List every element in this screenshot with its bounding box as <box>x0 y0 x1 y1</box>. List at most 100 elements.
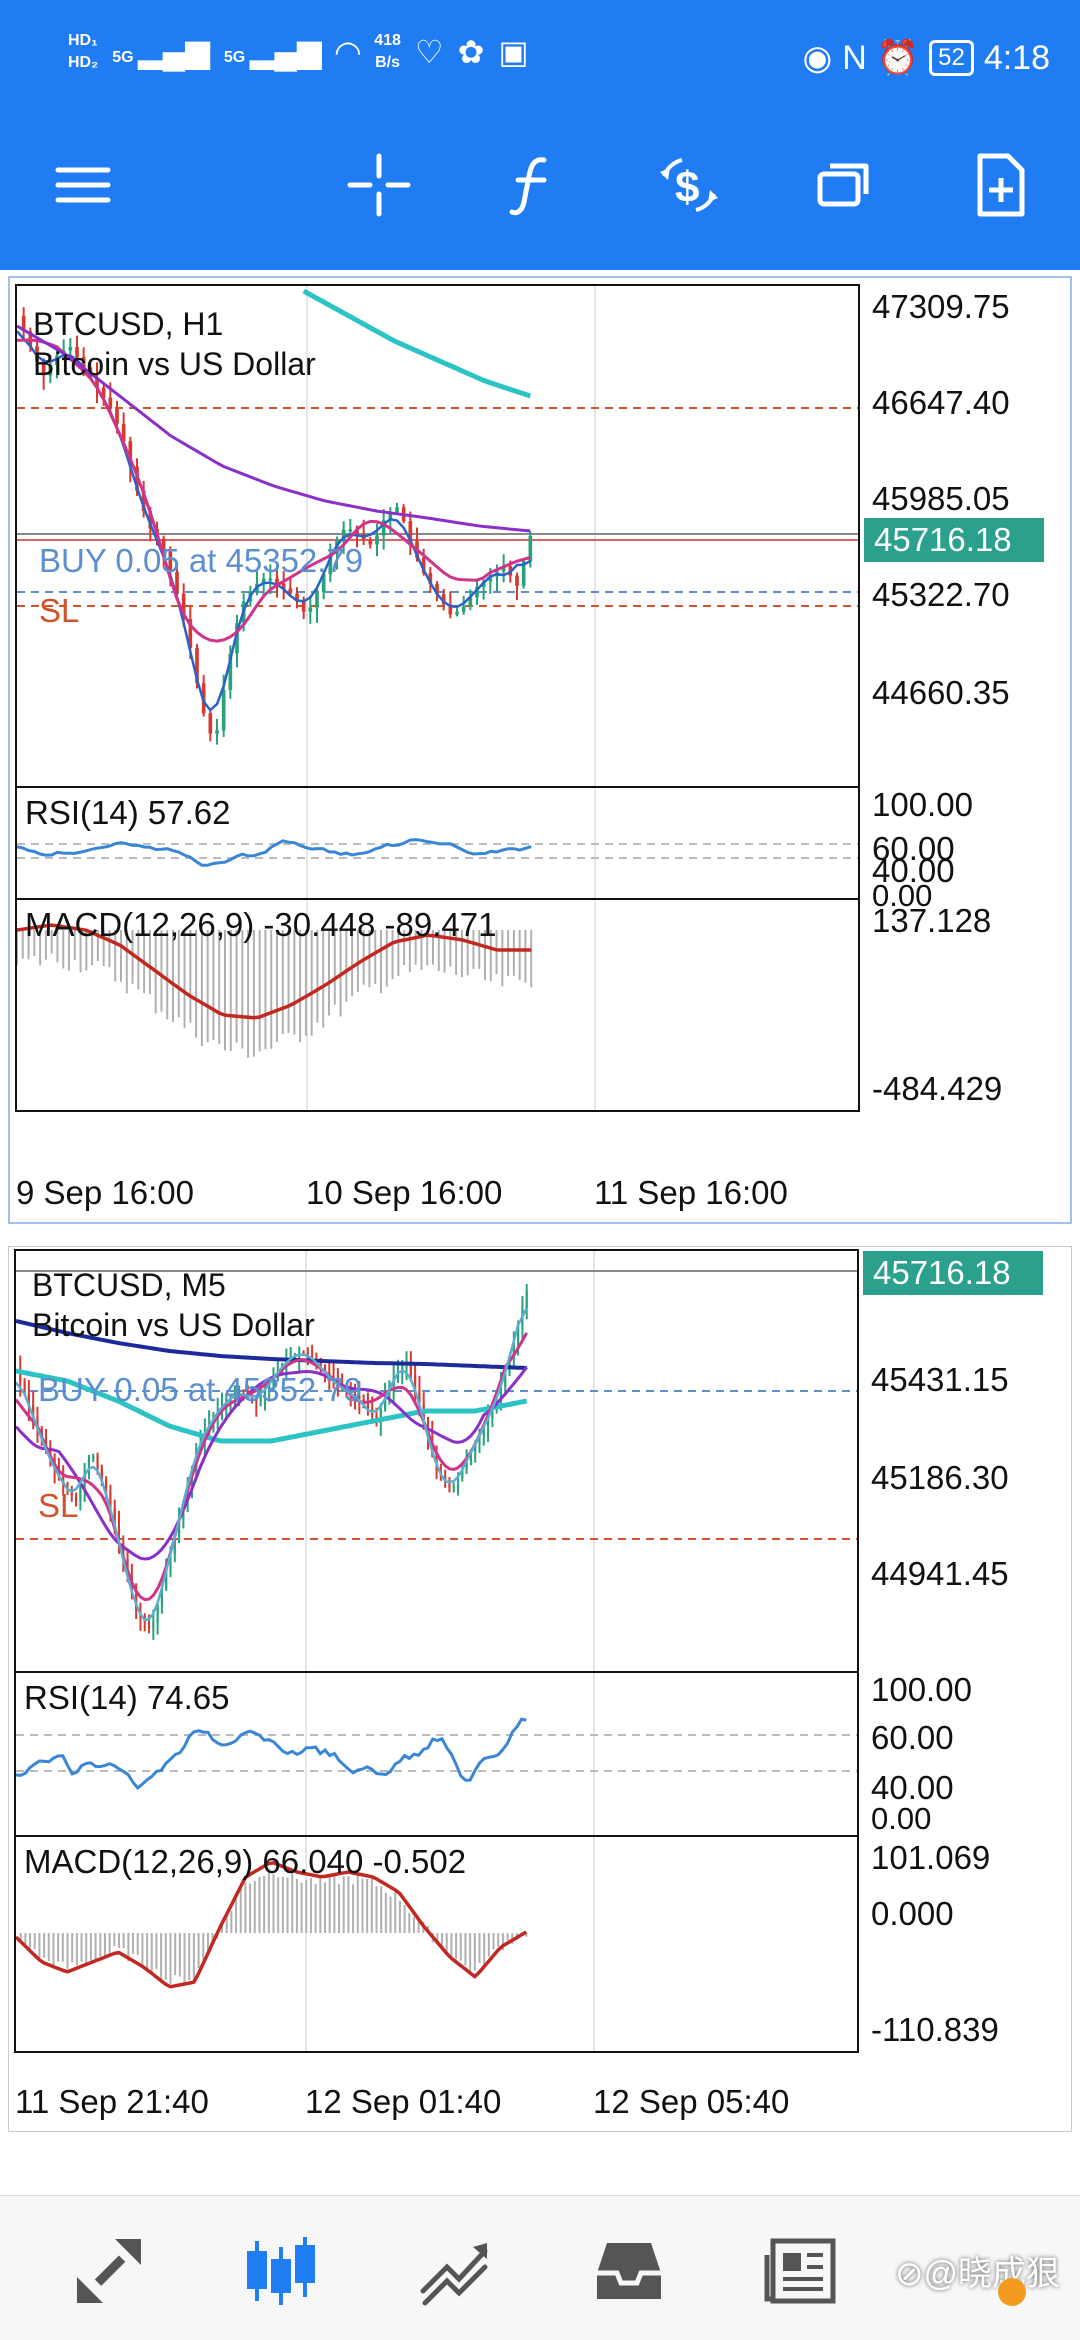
candle-body <box>455 611 459 615</box>
shield-icon: ▣ <box>498 34 529 70</box>
nav-history[interactable] <box>584 2226 674 2316</box>
candle-body <box>152 1622 155 1629</box>
candle-body <box>228 653 233 690</box>
rsi-pane-h1[interactable]: RSI(14) 57.62 <box>15 786 860 900</box>
price-axis-label: 45186.30 <box>871 1459 1009 1496</box>
windows-button[interactable] <box>800 140 890 230</box>
macd-chart-h1 <box>17 900 596 1110</box>
candle-body <box>528 536 533 562</box>
candle-body <box>358 1396 361 1400</box>
candle-body <box>301 601 306 612</box>
rsi-pane-m5[interactable]: RSI(14) 74.65 <box>14 1671 859 1837</box>
candle-body <box>109 1491 112 1509</box>
menu-button[interactable] <box>38 140 128 230</box>
signal-1-label: 5G <box>112 49 134 66</box>
candle-body <box>175 571 179 594</box>
candle-body <box>388 1386 391 1399</box>
chart-window-h1[interactable]: BTCUSD, H1 Bitcoin vs US Dollar BUY 0.05… <box>8 276 1072 1224</box>
nav-quotes[interactable] <box>64 2226 154 2316</box>
macd-axis-h1: 137.128 -484.429 <box>862 898 1072 1112</box>
candle-body <box>128 441 133 467</box>
windows-icon <box>817 163 869 207</box>
candle-body <box>311 1355 314 1359</box>
candle-body <box>409 1361 412 1376</box>
macd-axis-label: 137.128 <box>872 902 992 939</box>
ma-teal-line <box>16 1368 528 1444</box>
crosshair-button[interactable] <box>334 140 424 230</box>
stop-loss-label[interactable]: SL <box>39 592 80 629</box>
rsi-axis-label: 40.00 <box>872 852 955 889</box>
chart-window-m5[interactable]: BTCUSD, M5 Bitcoin vs US Dollar BUY 0.05… <box>8 1246 1072 2132</box>
candle-body <box>255 1398 258 1401</box>
candle-body <box>27 1393 30 1406</box>
candle-body <box>147 1622 151 1629</box>
macd-signal-line <box>17 923 532 1020</box>
nav-trade[interactable] <box>410 2226 500 2316</box>
hd1-label: HD₁ <box>68 32 98 49</box>
rsi-axis-m5: 100.00 60.00 40.00 0.00 <box>861 1671 1071 1837</box>
candle-body <box>41 361 46 376</box>
crosshair-icon <box>347 153 411 217</box>
candle-body <box>242 1392 245 1395</box>
new-order-button[interactable]: $ <box>644 140 734 230</box>
buy-order-label[interactable]: BUY 0.05 at 45352.79 <box>38 1371 363 1408</box>
candle-body <box>96 1456 99 1469</box>
candle-body <box>487 1418 490 1427</box>
candle-body <box>215 730 219 734</box>
candle-body <box>23 1382 26 1394</box>
candle-body <box>469 1452 472 1461</box>
signal-2-label: 5G <box>223 49 246 66</box>
candle-body <box>195 647 199 684</box>
symbol-timeframe: BTCUSD, H1 <box>33 306 224 342</box>
price-axis-label: 45322.70 <box>872 576 1010 613</box>
candle-body <box>525 1291 528 1309</box>
buy-order-label[interactable]: BUY 0.05 at 45352.79 <box>39 542 364 579</box>
clock: 4:18 <box>983 38 1050 77</box>
rsi-chart-m5 <box>16 1673 857 1835</box>
macd-pane-h1[interactable]: MACD(12,26,9) -30.448 -89.471 <box>15 898 860 1112</box>
svg-text:$: $ <box>675 163 699 212</box>
price-axis-label: 44660.35 <box>872 674 1010 711</box>
candle-body <box>165 1571 168 1589</box>
candle-body <box>353 1393 357 1397</box>
candle-body <box>92 1456 95 1459</box>
net-speed-unit: B/s <box>375 54 400 71</box>
trade-icon <box>420 2243 488 2306</box>
candle-body <box>461 1469 464 1479</box>
function-icon <box>509 157 547 216</box>
candle-body <box>259 1395 262 1401</box>
price-pane-m5[interactable]: BTCUSD, M5 Bitcoin vs US Dollar BUY 0.05… <box>14 1249 859 1673</box>
price-pane-h1[interactable]: BTCUSD, H1 Bitcoin vs US Dollar BUY 0.05… <box>15 284 860 788</box>
new-chart-button[interactable] <box>956 140 1046 230</box>
macd-pane-m5[interactable]: MACD(12,26,9) 66.040 -0.502 <box>14 1835 859 2053</box>
price-axis-label: 45985.05 <box>872 480 1010 517</box>
status-bar: HD₁ HD₂ 5G ▂▄▆ 5G ▂▄▆ ◠ 418 B/s ♡ ✿ ▣ ◉ … <box>0 0 1080 120</box>
candle-body <box>319 1361 322 1367</box>
macd-axis-label: 101.069 <box>871 1839 991 1876</box>
symbol-timeframe: BTCUSD, M5 <box>32 1267 226 1303</box>
candle-body <box>308 607 313 612</box>
candle-body <box>295 593 299 602</box>
rsi-axis-label: 100.00 <box>871 1671 972 1708</box>
current-price-tag: 45716.18 <box>864 518 1044 562</box>
ma-navy-line <box>16 1319 527 1370</box>
candle-body <box>161 538 166 552</box>
indicators-button[interactable] <box>488 140 578 230</box>
candle-body <box>117 1525 121 1543</box>
candle-body <box>272 1378 275 1384</box>
candle-body <box>178 1519 181 1537</box>
candle-body <box>302 1352 305 1355</box>
alarm-icon: ⏰ <box>876 39 920 77</box>
macd-axis-m5: 101.069 0.000 -110.839 <box>861 1835 1071 2053</box>
candle-body <box>315 592 319 608</box>
candle-body <box>388 512 393 521</box>
nav-chart[interactable] <box>236 2226 326 2316</box>
ma-pink-line <box>17 338 531 643</box>
net-speed: 418 B/s <box>374 30 401 74</box>
candle-body <box>36 1416 39 1429</box>
candle-body <box>461 606 466 612</box>
macd-title: MACD(12,26,9) -30.448 -89.471 <box>25 906 497 943</box>
time-axis-label: 12 Sep 05:40 <box>593 2083 790 2120</box>
stop-loss-label[interactable]: SL <box>38 1487 79 1524</box>
nav-news[interactable] <box>756 2226 846 2316</box>
